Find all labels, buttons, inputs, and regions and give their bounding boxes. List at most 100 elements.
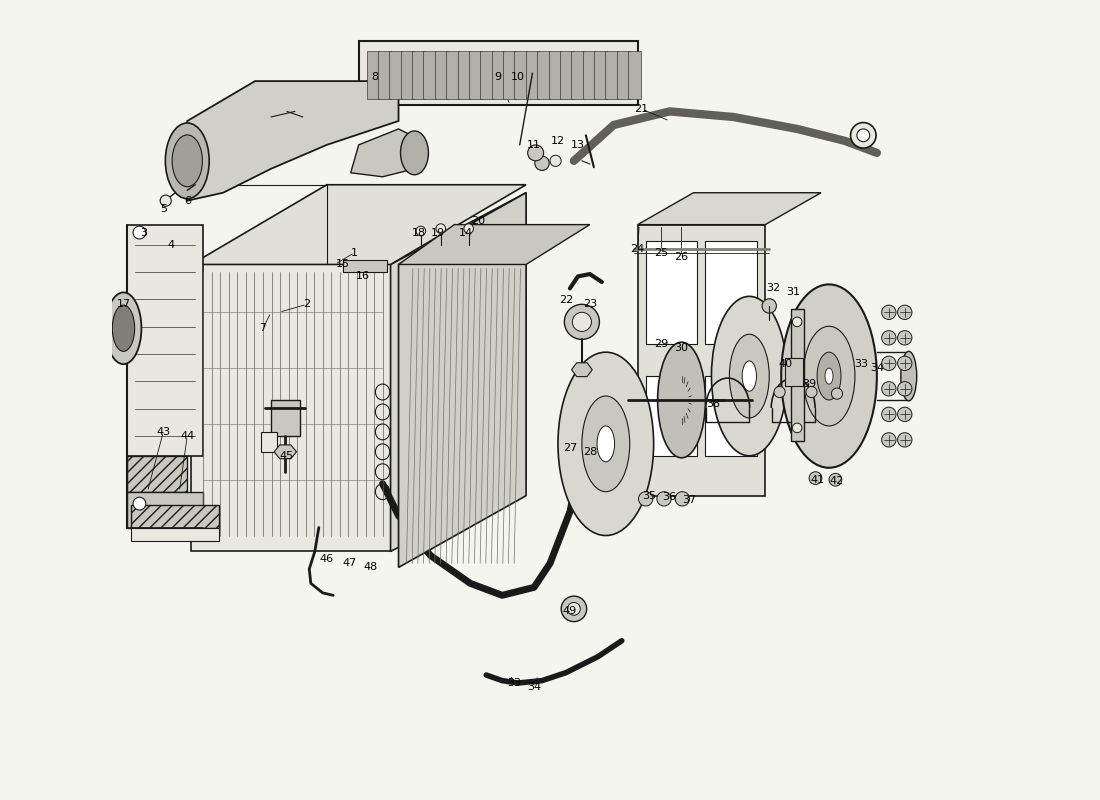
Circle shape	[898, 356, 912, 370]
Bar	[343, 261, 386, 273]
Text: 36: 36	[662, 492, 676, 502]
Bar	[503, 51, 516, 98]
Text: 14: 14	[459, 227, 473, 238]
Ellipse shape	[558, 352, 653, 535]
Ellipse shape	[172, 135, 202, 186]
Text: 2: 2	[304, 299, 310, 310]
Circle shape	[829, 474, 842, 486]
Circle shape	[568, 602, 581, 615]
Ellipse shape	[165, 123, 209, 198]
Bar	[492, 51, 505, 98]
Ellipse shape	[112, 305, 134, 351]
Circle shape	[792, 423, 802, 433]
Bar	[515, 51, 527, 98]
Circle shape	[810, 472, 822, 485]
Circle shape	[832, 388, 843, 399]
Bar	[434, 51, 448, 98]
Text: 33: 33	[854, 359, 868, 369]
Text: 3: 3	[140, 227, 147, 238]
Circle shape	[762, 298, 777, 313]
Bar	[628, 51, 641, 98]
Circle shape	[572, 312, 592, 331]
Bar	[132, 506, 219, 527]
Text: 31: 31	[786, 287, 800, 298]
Text: 43: 43	[156, 427, 170, 437]
Text: 44: 44	[180, 431, 195, 441]
Circle shape	[881, 330, 896, 345]
Text: 20: 20	[471, 216, 485, 226]
Bar	[785, 358, 803, 386]
Text: 5: 5	[160, 204, 167, 214]
Circle shape	[464, 224, 473, 234]
Circle shape	[881, 305, 896, 319]
Bar	[412, 51, 425, 98]
Circle shape	[898, 433, 912, 447]
Bar	[537, 51, 550, 98]
Circle shape	[898, 407, 912, 422]
Text: 15: 15	[336, 259, 350, 270]
Text: 9: 9	[495, 72, 502, 82]
Text: 22: 22	[559, 295, 573, 306]
Text: 13: 13	[571, 140, 585, 150]
Text: 16: 16	[355, 271, 370, 282]
Bar	[132, 527, 219, 541]
Ellipse shape	[712, 296, 788, 456]
Polygon shape	[128, 225, 204, 456]
Bar	[617, 51, 629, 98]
Ellipse shape	[901, 351, 916, 401]
Text: 32: 32	[767, 283, 780, 294]
Text: 39: 39	[802, 379, 816, 389]
Text: 11: 11	[527, 140, 541, 150]
Text: 24: 24	[630, 243, 645, 254]
Polygon shape	[398, 225, 590, 265]
Circle shape	[898, 305, 912, 319]
Ellipse shape	[825, 368, 833, 384]
Bar	[594, 51, 607, 98]
Text: 46: 46	[320, 554, 333, 565]
Ellipse shape	[729, 334, 769, 418]
Circle shape	[881, 382, 896, 396]
Text: 6: 6	[184, 196, 190, 206]
Text: 18: 18	[411, 227, 426, 238]
Text: 37: 37	[682, 494, 696, 505]
Bar	[481, 51, 493, 98]
Circle shape	[774, 386, 785, 398]
Ellipse shape	[803, 326, 855, 426]
Circle shape	[436, 224, 446, 234]
Circle shape	[561, 596, 586, 622]
Bar	[447, 51, 459, 98]
Text: 41: 41	[810, 474, 824, 485]
Text: 10: 10	[512, 72, 525, 82]
Polygon shape	[351, 129, 415, 177]
Bar	[646, 241, 697, 344]
Ellipse shape	[658, 342, 705, 458]
Text: 42: 42	[829, 476, 844, 486]
Ellipse shape	[597, 426, 615, 462]
Text: 19: 19	[431, 227, 446, 238]
Circle shape	[898, 330, 912, 345]
Circle shape	[564, 304, 600, 339]
Ellipse shape	[742, 361, 757, 391]
Circle shape	[898, 382, 912, 396]
Text: 38: 38	[706, 399, 721, 409]
Polygon shape	[359, 42, 638, 105]
Polygon shape	[271, 400, 299, 436]
Text: 7: 7	[260, 323, 266, 334]
Bar	[389, 51, 403, 98]
Text: 4: 4	[168, 239, 175, 250]
Bar	[705, 376, 757, 456]
Circle shape	[675, 492, 690, 506]
Polygon shape	[791, 309, 803, 442]
Bar	[705, 241, 757, 344]
Text: 21: 21	[635, 104, 649, 114]
Circle shape	[850, 122, 876, 148]
Polygon shape	[191, 265, 390, 551]
Circle shape	[881, 356, 896, 370]
Text: 29: 29	[654, 339, 669, 349]
Text: 12: 12	[551, 136, 565, 146]
Text: 40: 40	[778, 359, 792, 369]
Text: 33: 33	[507, 678, 521, 688]
Text: 49: 49	[563, 606, 578, 616]
Circle shape	[857, 129, 870, 142]
Circle shape	[416, 226, 426, 236]
